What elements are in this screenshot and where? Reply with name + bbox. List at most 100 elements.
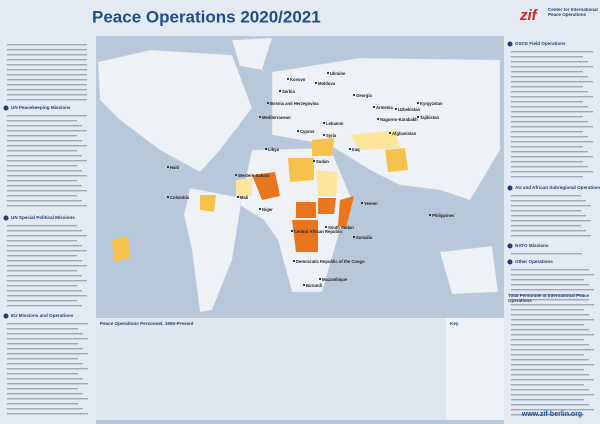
text-line [7, 280, 87, 282]
text-line [7, 115, 87, 117]
text-line [7, 378, 83, 380]
text-line [511, 156, 593, 158]
text-line [511, 354, 584, 356]
text-line [7, 79, 87, 81]
text-line [7, 348, 83, 350]
map-label: Syria [326, 133, 337, 138]
label-dot [167, 196, 169, 198]
text-line [7, 275, 82, 277]
section-icon [507, 259, 513, 265]
text-line [7, 130, 87, 132]
text-line [511, 394, 594, 396]
map-label: Mali [240, 195, 248, 200]
label-dot [293, 260, 295, 262]
text-line [7, 64, 87, 66]
section-icon [507, 41, 513, 47]
text-line [7, 125, 82, 127]
map-label: Haiti [170, 165, 179, 170]
text-line [7, 358, 78, 360]
text-line [511, 171, 593, 173]
text-line [511, 71, 583, 73]
label-dot [313, 160, 315, 162]
text-line [7, 323, 88, 325]
text-line [7, 74, 87, 76]
text-line [7, 328, 78, 330]
label-dot [259, 208, 261, 210]
label-dot [353, 94, 355, 96]
text-line [7, 94, 87, 96]
label-dot [291, 230, 293, 232]
text-line [511, 51, 593, 53]
text-line [7, 59, 87, 61]
label-dot [287, 78, 289, 80]
map-label: Western Sahara [238, 173, 270, 178]
text-line [7, 368, 88, 370]
highlighted-countries [112, 130, 408, 262]
text-line [7, 69, 87, 71]
text-line [511, 136, 588, 138]
text-line [511, 349, 594, 351]
text-line [511, 369, 584, 371]
text-line [511, 106, 588, 108]
text-line [511, 66, 593, 68]
text-line [511, 91, 588, 93]
map-label: Yemen [364, 201, 378, 206]
text-line [7, 89, 87, 91]
text-line [7, 413, 88, 415]
map-label: South Sudan [328, 225, 354, 230]
text-line [511, 81, 593, 83]
text-line [7, 150, 77, 152]
map-label: Afghanistan [392, 131, 417, 136]
chart-panel [96, 318, 446, 420]
text-line [7, 49, 87, 51]
text-line [7, 285, 77, 287]
text-line [7, 255, 77, 257]
text-line [511, 220, 591, 222]
text-line [511, 384, 584, 386]
text-line [511, 324, 584, 326]
text-line [7, 99, 87, 101]
label-dot [167, 166, 169, 168]
text-line [511, 339, 584, 341]
label-dot [235, 174, 237, 176]
text-line [7, 245, 82, 247]
text-line [511, 319, 594, 321]
text-line [7, 240, 77, 242]
label-dot [373, 106, 375, 108]
label-dot [417, 102, 419, 104]
text-line [511, 409, 594, 411]
map-label: Tajikistan [420, 115, 439, 120]
text-line [511, 274, 594, 276]
text-line [7, 235, 87, 237]
key-title: Key [450, 321, 459, 326]
text-line [7, 305, 82, 307]
map-label: Central African Republic [294, 229, 343, 234]
map-label: Niger [262, 207, 273, 212]
text-line [511, 235, 591, 237]
text-line [7, 205, 87, 207]
label-dot [361, 202, 363, 204]
text-line [511, 344, 589, 346]
text-line [7, 338, 88, 340]
section-title: AU and African Subregional Operations [515, 185, 600, 190]
text-line [7, 270, 77, 272]
text-line [511, 279, 584, 281]
text-line [7, 160, 87, 162]
map-label: Ukraine [330, 71, 346, 76]
text-line [511, 116, 583, 118]
section-icon [507, 243, 513, 249]
text-line [511, 215, 586, 217]
text-line [7, 170, 82, 172]
label-dot [265, 148, 267, 150]
text-line [7, 363, 83, 365]
text-line [7, 155, 82, 157]
chart-title: Peace Operations Personnel, 1950-Present [100, 321, 194, 326]
text-line [7, 200, 82, 202]
text-line [7, 353, 88, 355]
text-line [7, 388, 78, 390]
text-line [511, 86, 583, 88]
org-box: Center for International Peace Operation… [548, 8, 598, 17]
label-dot [323, 122, 325, 124]
total-title: Total Personnel in International Peace O… [508, 294, 590, 303]
